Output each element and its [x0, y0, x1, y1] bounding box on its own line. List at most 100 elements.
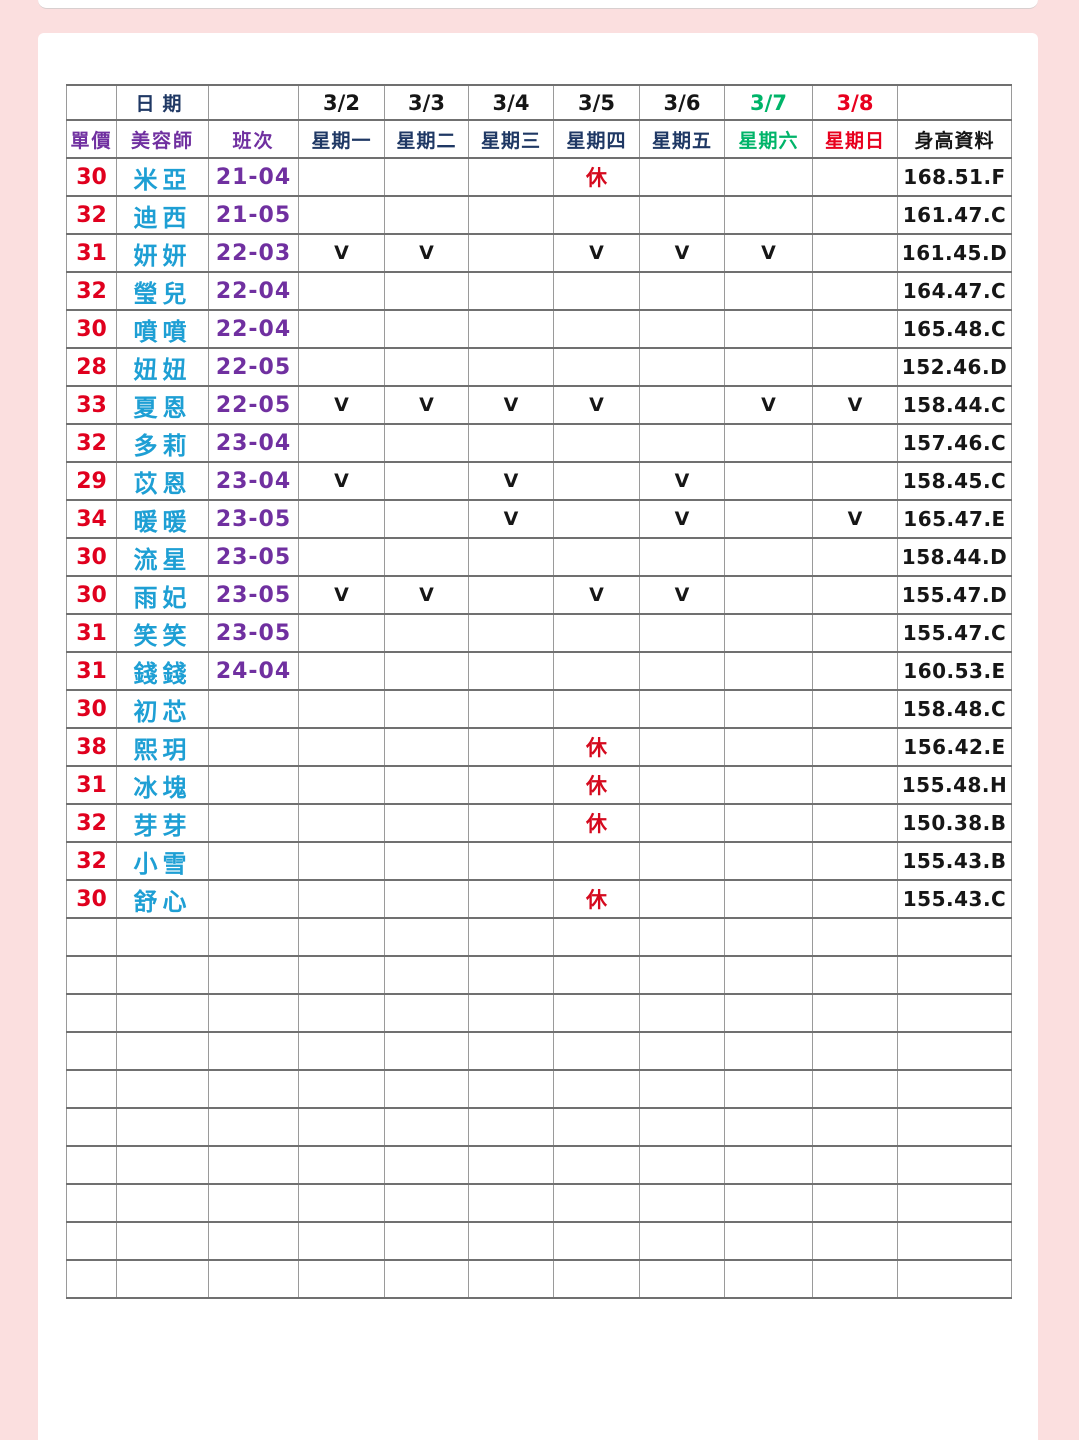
day-mark-cell [812, 271, 898, 311]
day-mark-cell: V [724, 233, 813, 273]
day-mark-cell: V [384, 575, 469, 615]
price-header: 單價 [66, 119, 117, 159]
day-mark-cell [384, 195, 469, 235]
height-data-cell: 155.43.C [897, 879, 1012, 919]
day-mark-cell [384, 537, 469, 577]
height-data-cell: 168.51.F [897, 157, 1012, 197]
height-data-cell: 165.47.E [897, 499, 1012, 539]
day-mark-cell [468, 157, 554, 197]
day-mark-cell: V [384, 385, 469, 425]
day-mark-cell [553, 423, 640, 463]
height-data-cell: 164.47.C [897, 271, 1012, 311]
height-data-cell: 158.48.C [897, 689, 1012, 729]
empty-cell [553, 1221, 640, 1261]
empty-cell [66, 1259, 117, 1299]
day-mark-cell [468, 879, 554, 919]
day-mark-cell [724, 727, 813, 767]
beautician-name-cell: 暖暖 [116, 499, 209, 539]
empty-cell [897, 1031, 1012, 1071]
day-mark-cell: V [384, 233, 469, 273]
day-mark-cell [812, 461, 898, 501]
day-mark-cell [724, 309, 813, 349]
empty-cell [812, 1145, 898, 1185]
empty-cell [724, 955, 813, 995]
empty-cell [66, 1145, 117, 1185]
empty-cell [468, 1259, 554, 1299]
day-mark-cell: V [553, 385, 640, 425]
shift-cell: 22-03 [208, 233, 299, 273]
day-mark-cell [553, 651, 640, 691]
day-mark-cell [639, 157, 725, 197]
empty-cell [208, 917, 299, 957]
empty-cell [116, 1107, 209, 1147]
schedule-row: 32 芽芽 休 150.38.B [66, 803, 1012, 843]
empty-cell [724, 993, 813, 1033]
day-mark-cell: V [553, 575, 640, 615]
beautician-name-cell: 冰塊 [116, 765, 209, 805]
height-data-cell: 155.47.C [897, 613, 1012, 653]
beautician-name-cell: 流星 [116, 537, 209, 577]
date-col-3-3: 3/3 [384, 84, 469, 121]
day-mark-cell [812, 347, 898, 387]
price-cell: 31 [66, 651, 117, 691]
price-cell: 31 [66, 233, 117, 273]
day-mark-cell [812, 803, 898, 843]
weekday-sun-header: 星期日 [812, 119, 898, 159]
empty-cell [468, 1031, 554, 1071]
empty-cell [116, 1145, 209, 1185]
empty-cell [724, 917, 813, 957]
empty-cell [897, 1183, 1012, 1223]
height-data-cell: 158.45.C [897, 461, 1012, 501]
shift-cell: 23-05 [208, 613, 299, 653]
date-header-row: 日期 3/2 3/3 3/4 3/5 3/6 3/7 3/8 [66, 84, 1012, 121]
day-mark-cell [553, 689, 640, 729]
height-data-header: 身高資料 [897, 119, 1012, 159]
empty-cell [66, 1031, 117, 1071]
day-mark-cell [639, 613, 725, 653]
weekday-wed-header: 星期三 [468, 119, 554, 159]
date-col-3-6: 3/6 [639, 84, 725, 121]
empty-cell [116, 955, 209, 995]
empty-cell [468, 1069, 554, 1109]
day-mark-cell [384, 499, 469, 539]
day-mark-cell: V [298, 385, 385, 425]
shift-cell: 21-04 [208, 157, 299, 197]
shift-cell [208, 689, 299, 729]
day-mark-cell [384, 765, 469, 805]
day-mark-cell [639, 271, 725, 311]
empty-cell [66, 955, 117, 995]
day-mark-cell [812, 727, 898, 767]
empty-cell [208, 1259, 299, 1299]
empty-row [66, 1183, 1012, 1223]
shift-header: 班次 [208, 119, 299, 159]
day-mark-cell [384, 689, 469, 729]
empty-cell [812, 1183, 898, 1223]
empty-cell [812, 1031, 898, 1071]
empty-cell [553, 1069, 640, 1109]
empty-cell [639, 1145, 725, 1185]
beautician-name-cell: 妍妍 [116, 233, 209, 273]
empty-cell [384, 1031, 469, 1071]
day-mark-cell: 休 [553, 879, 640, 919]
beautician-name-cell: 苡恩 [116, 461, 209, 501]
empty-cell [116, 993, 209, 1033]
day-mark-cell: V [298, 575, 385, 615]
day-mark-cell [384, 841, 469, 881]
day-mark-cell [639, 803, 725, 843]
day-mark-cell [812, 841, 898, 881]
empty-cell [384, 1221, 469, 1261]
day-mark-cell: V [468, 499, 554, 539]
empty-cell [66, 1069, 117, 1109]
day-mark-cell [553, 613, 640, 653]
empty-cell [897, 1107, 1012, 1147]
shift-cell [208, 879, 299, 919]
day-mark-cell: V [553, 233, 640, 273]
empty-cell [208, 993, 299, 1033]
beautician-name-cell: 迪西 [116, 195, 209, 235]
empty-cell [116, 1069, 209, 1109]
day-mark-cell [639, 879, 725, 919]
day-mark-cell [298, 347, 385, 387]
beautician-name-cell: 米亞 [116, 157, 209, 197]
empty-cell [897, 1259, 1012, 1299]
day-mark-cell [724, 841, 813, 881]
